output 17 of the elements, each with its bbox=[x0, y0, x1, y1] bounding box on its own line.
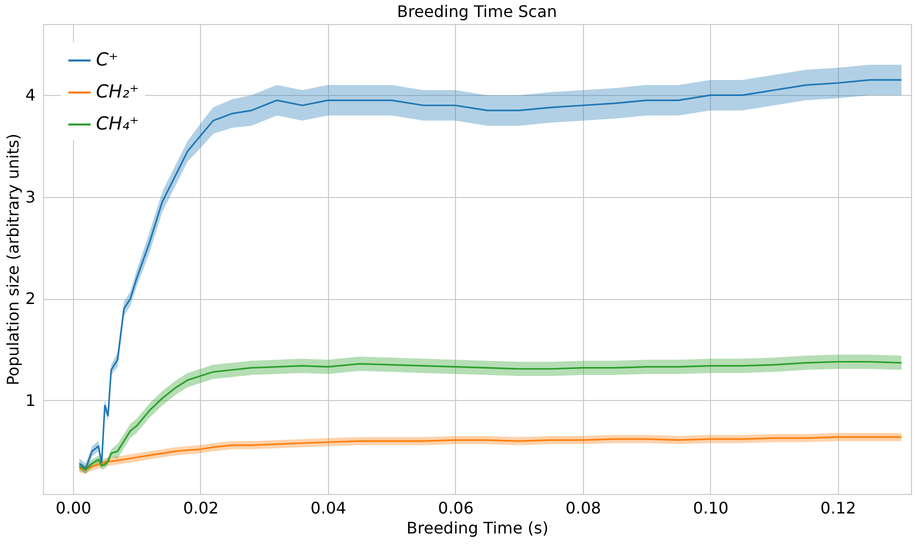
legend-label: CH₂⁺ bbox=[96, 82, 139, 102]
y-tick-label: 3 bbox=[25, 187, 36, 206]
chart-title: Breeding Time Scan bbox=[396, 2, 558, 21]
x-tick-label: 0.04 bbox=[310, 498, 346, 518]
x-tick-label: 0.00 bbox=[56, 498, 92, 518]
y-tick-label: 4 bbox=[25, 86, 36, 105]
x-tick-label: 0.12 bbox=[820, 498, 856, 518]
x-tick-label: 0.02 bbox=[183, 498, 219, 518]
y-tick-label: 1 bbox=[25, 390, 36, 410]
y-axis-title: Population size (arbitrary units) bbox=[3, 134, 22, 386]
x-tick-label: 0.06 bbox=[438, 498, 474, 518]
legend-label: CH₄⁺ bbox=[96, 114, 139, 134]
y-tick-label: 2 bbox=[25, 289, 36, 308]
x-tick-label: 0.08 bbox=[565, 498, 602, 518]
x-tick-label: 0.10 bbox=[692, 498, 729, 518]
legend-label: C⁺ bbox=[96, 50, 118, 70]
x-axis-title: Breeding Time (s) bbox=[406, 518, 548, 538]
